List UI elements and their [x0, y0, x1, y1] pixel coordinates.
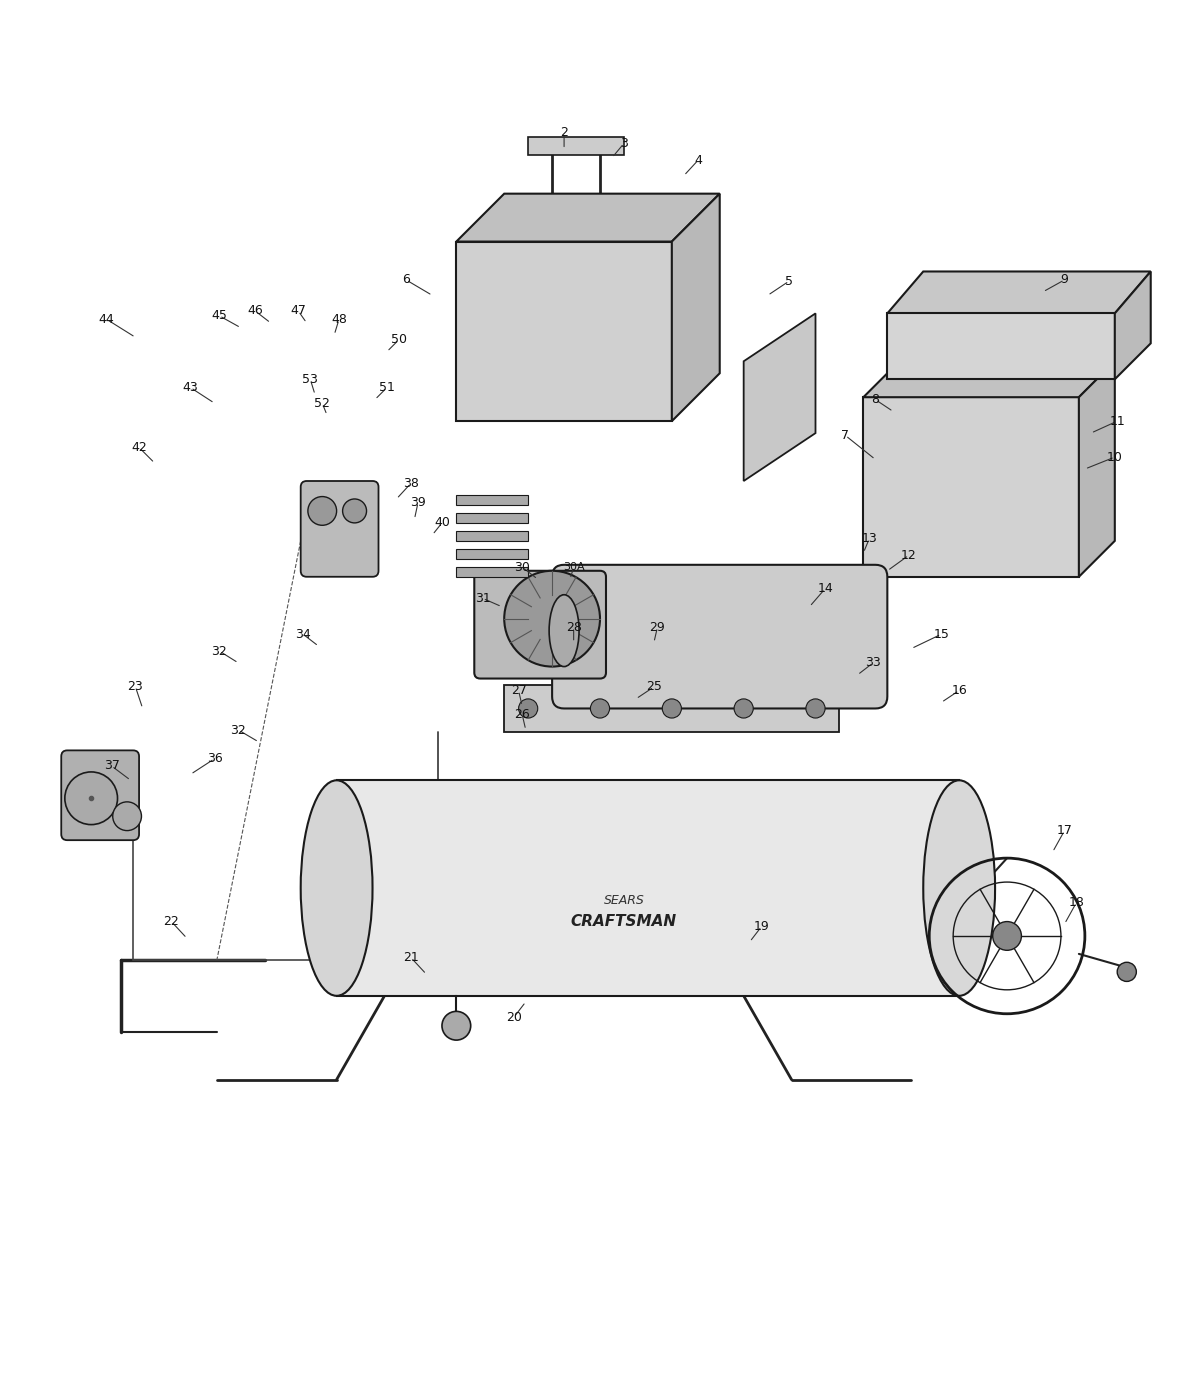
- Text: 32: 32: [211, 645, 227, 657]
- Text: 4: 4: [695, 153, 702, 167]
- Text: 52: 52: [314, 397, 330, 410]
- Text: 15: 15: [934, 628, 949, 641]
- Text: 37: 37: [103, 759, 120, 773]
- Text: 25: 25: [646, 680, 662, 694]
- Text: 33: 33: [865, 656, 881, 670]
- Polygon shape: [863, 397, 1079, 577]
- Polygon shape: [887, 313, 1115, 379]
- Text: 34: 34: [295, 628, 311, 641]
- Text: 2: 2: [560, 127, 568, 139]
- Text: 51: 51: [379, 382, 395, 394]
- Circle shape: [590, 699, 610, 717]
- Bar: [456, 567, 528, 577]
- Text: 46: 46: [247, 305, 263, 318]
- FancyBboxPatch shape: [552, 564, 887, 709]
- Bar: [456, 514, 528, 522]
- Circle shape: [518, 699, 538, 717]
- Text: 40: 40: [434, 517, 450, 529]
- Bar: [504, 684, 840, 733]
- Text: 9: 9: [1061, 273, 1068, 287]
- Text: 16: 16: [952, 684, 967, 696]
- Text: 10: 10: [1106, 450, 1123, 464]
- Text: 30A: 30A: [563, 563, 584, 573]
- Text: 21: 21: [403, 951, 419, 964]
- Text: 6: 6: [402, 273, 410, 287]
- Text: 28: 28: [565, 620, 582, 634]
- Circle shape: [662, 699, 682, 717]
- Polygon shape: [887, 272, 1151, 313]
- Text: 48: 48: [331, 313, 347, 326]
- Text: 32: 32: [230, 723, 246, 737]
- Text: 17: 17: [1056, 825, 1073, 837]
- Circle shape: [806, 699, 826, 717]
- Ellipse shape: [550, 595, 580, 667]
- Bar: [456, 531, 528, 540]
- Text: 8: 8: [871, 393, 880, 407]
- Text: 31: 31: [475, 592, 491, 605]
- Circle shape: [992, 922, 1021, 950]
- Text: 45: 45: [211, 309, 227, 322]
- Text: 13: 13: [862, 532, 877, 545]
- Text: 42: 42: [131, 442, 146, 454]
- Bar: [456, 549, 528, 559]
- Text: 26: 26: [515, 708, 530, 722]
- Text: 22: 22: [163, 915, 179, 928]
- Text: 36: 36: [206, 752, 222, 765]
- Ellipse shape: [923, 780, 995, 996]
- Circle shape: [442, 1011, 470, 1041]
- FancyBboxPatch shape: [301, 481, 378, 577]
- FancyBboxPatch shape: [61, 751, 139, 840]
- Circle shape: [1117, 963, 1136, 982]
- Ellipse shape: [301, 780, 372, 996]
- Text: 14: 14: [817, 582, 833, 595]
- Text: 12: 12: [901, 549, 917, 561]
- Text: 53: 53: [302, 373, 318, 386]
- Bar: [456, 496, 528, 504]
- Text: 29: 29: [649, 620, 665, 634]
- Polygon shape: [672, 194, 720, 421]
- Circle shape: [113, 802, 142, 830]
- Text: 43: 43: [182, 382, 198, 394]
- Polygon shape: [1115, 272, 1151, 379]
- Text: 3: 3: [620, 137, 628, 150]
- Polygon shape: [456, 241, 672, 421]
- Text: 18: 18: [1068, 896, 1085, 908]
- Text: 38: 38: [403, 476, 419, 490]
- Bar: [528, 138, 624, 156]
- Circle shape: [734, 699, 754, 717]
- Text: 20: 20: [506, 1011, 522, 1024]
- Circle shape: [342, 499, 366, 522]
- Circle shape: [65, 772, 118, 825]
- Circle shape: [308, 496, 337, 525]
- Text: 5: 5: [785, 274, 793, 287]
- Text: 30: 30: [515, 561, 530, 574]
- Text: 44: 44: [98, 313, 115, 326]
- Polygon shape: [456, 194, 720, 241]
- Text: 11: 11: [1109, 415, 1126, 428]
- Text: 27: 27: [511, 684, 527, 696]
- Text: 50: 50: [391, 333, 407, 347]
- Bar: [337, 780, 959, 996]
- Circle shape: [504, 571, 600, 667]
- Text: 47: 47: [290, 305, 306, 318]
- Text: CRAFTSMAN: CRAFTSMAN: [571, 914, 677, 929]
- Text: 7: 7: [841, 429, 850, 442]
- Text: 23: 23: [127, 680, 143, 694]
- Text: 19: 19: [754, 919, 769, 933]
- Polygon shape: [1079, 361, 1115, 577]
- Polygon shape: [744, 313, 816, 481]
- FancyBboxPatch shape: [474, 571, 606, 678]
- Text: SEARS: SEARS: [604, 893, 644, 907]
- Polygon shape: [863, 361, 1115, 397]
- Text: 39: 39: [410, 496, 426, 508]
